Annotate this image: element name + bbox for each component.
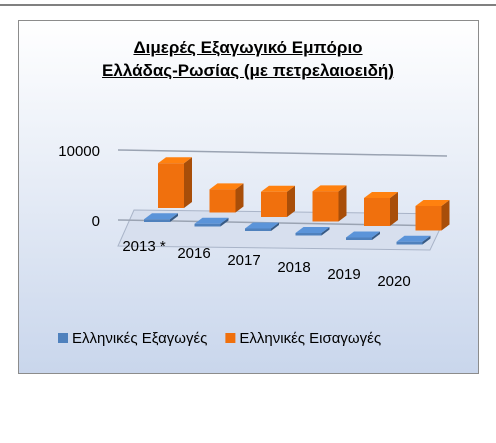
x-tick-label: 2019 xyxy=(327,266,361,283)
legend-swatch xyxy=(225,333,236,343)
bar-side xyxy=(220,217,229,227)
bar-front xyxy=(158,163,184,208)
legend-swatch xyxy=(58,333,68,343)
bar xyxy=(144,213,178,222)
bar xyxy=(158,157,192,208)
bar-front xyxy=(346,237,372,240)
bar-front xyxy=(415,206,442,231)
bar-front xyxy=(364,198,390,226)
bar xyxy=(346,231,380,240)
bar xyxy=(415,200,450,231)
bar xyxy=(245,222,279,231)
bar-side xyxy=(338,185,347,222)
x-tick-label: 2018 xyxy=(277,259,311,276)
x-tick-label: 2016 xyxy=(177,245,211,262)
bar-top xyxy=(346,231,380,238)
bar-side xyxy=(422,235,431,245)
x-tick-label: 2017 xyxy=(227,252,261,269)
grid-line xyxy=(117,219,448,227)
bar xyxy=(364,192,398,226)
y-tick-label: 10000 xyxy=(58,143,100,160)
bar-top xyxy=(415,200,450,206)
bar xyxy=(312,185,347,222)
bar-side xyxy=(441,200,450,231)
legend-label: Ελληνικές Εξαγωγές xyxy=(72,330,207,347)
bar-side xyxy=(390,192,398,226)
bar-top xyxy=(245,222,279,229)
bar-top xyxy=(261,185,295,192)
bar-front xyxy=(396,241,423,245)
bar xyxy=(396,235,431,245)
bar-top xyxy=(312,185,347,192)
bar-top xyxy=(144,213,178,220)
bar-side xyxy=(235,183,244,213)
bar-side xyxy=(321,227,330,236)
bar-top xyxy=(364,192,398,198)
bar-top xyxy=(158,157,192,164)
x-tick-label: 2013 * xyxy=(122,238,166,255)
bar-front xyxy=(209,189,236,213)
bar-top xyxy=(194,217,229,224)
chart-area xyxy=(18,20,479,374)
bar-side xyxy=(170,213,178,222)
legend-label: Ελληνικές Εισαγωγές xyxy=(239,330,381,347)
bar-top xyxy=(295,227,330,234)
bar xyxy=(209,183,244,213)
bar-front xyxy=(144,219,170,222)
grid-line xyxy=(117,149,448,157)
bar-front xyxy=(261,191,287,217)
bar-top xyxy=(396,235,431,242)
bar-side xyxy=(184,157,192,208)
bar-front xyxy=(295,233,322,236)
bar-front xyxy=(312,191,339,222)
bar-front xyxy=(245,228,271,231)
bar xyxy=(261,185,295,217)
x-tick-label: 2020 xyxy=(377,273,411,290)
bar-side xyxy=(372,231,380,240)
bar xyxy=(295,227,330,236)
bar xyxy=(194,217,229,227)
y-tick-label: 0 xyxy=(92,213,100,230)
bar-top xyxy=(209,183,244,190)
bar-side xyxy=(271,222,279,231)
bar-side xyxy=(287,185,295,217)
bar-front xyxy=(194,223,221,227)
chart-title: Διμερές Εξαγωγικό Εμπόριο Ελλάδας-Ρωσίας… xyxy=(102,38,394,80)
